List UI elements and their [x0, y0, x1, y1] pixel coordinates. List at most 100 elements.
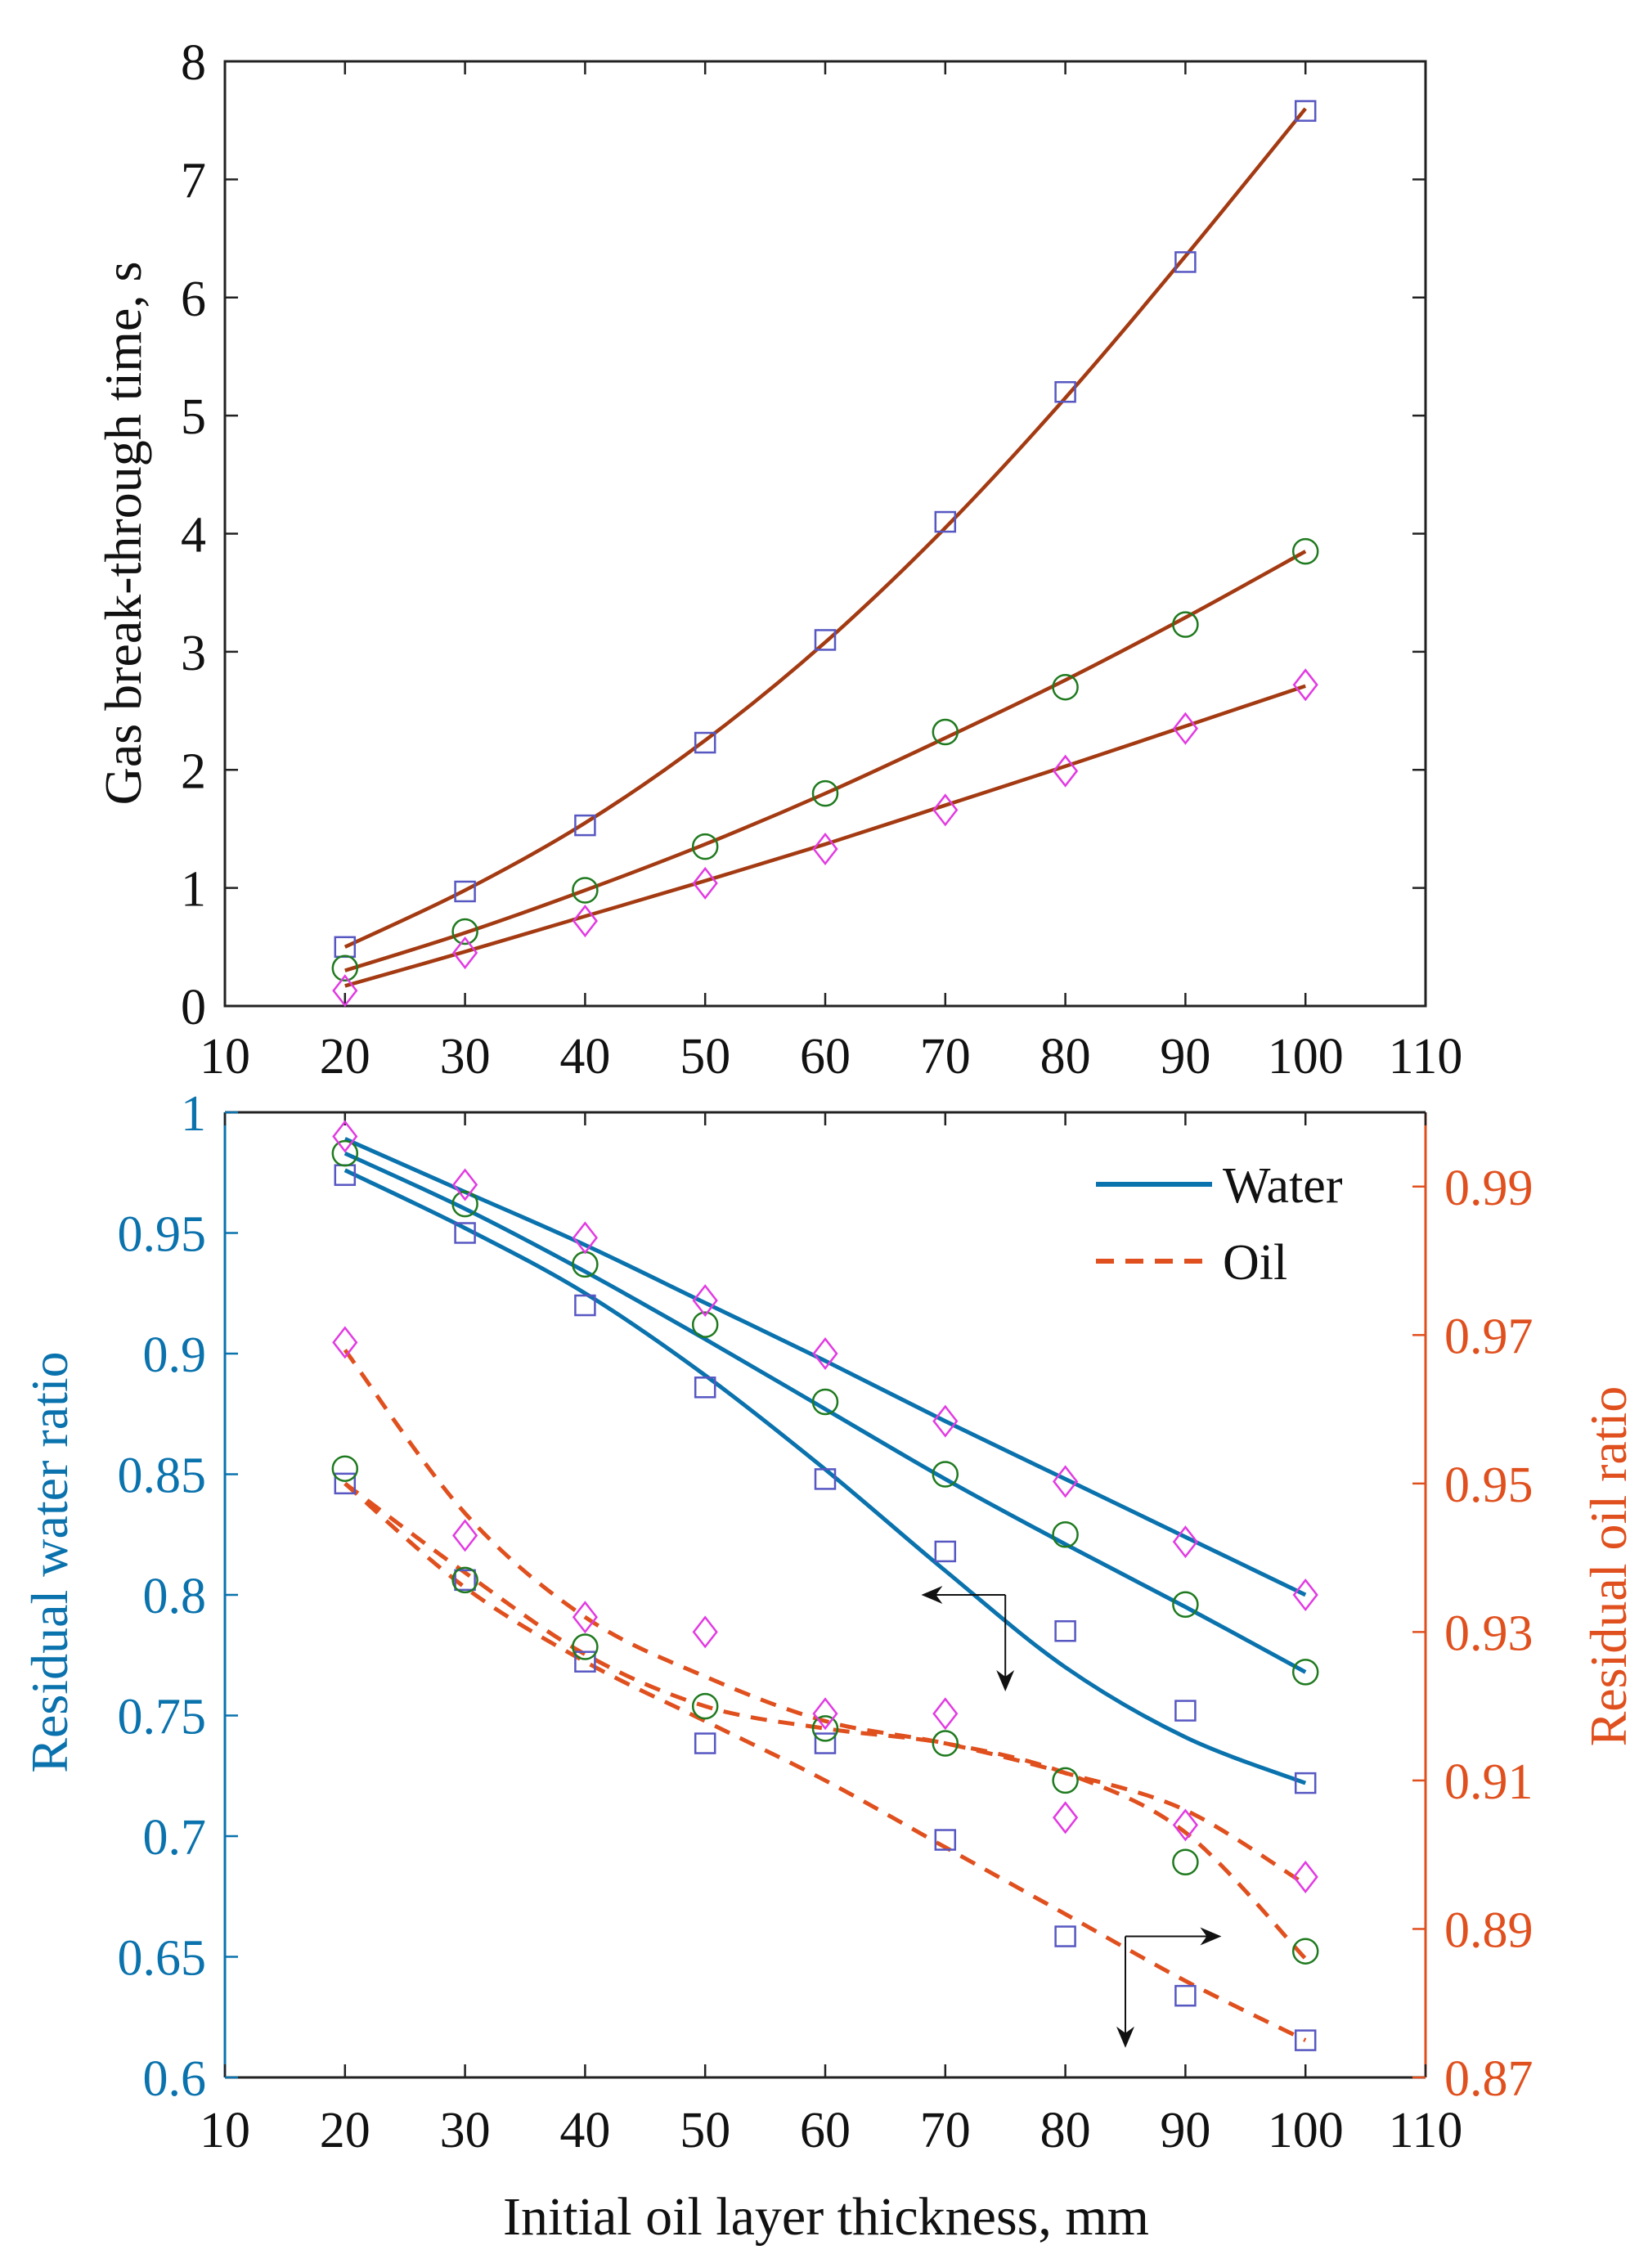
water-point-square — [1174, 1700, 1197, 1722]
water-fit-line-diamond — [344, 1137, 1307, 1597]
oil-point-circle — [932, 1730, 959, 1757]
top-point-square — [1294, 100, 1317, 122]
water-fit-line-circle — [344, 1151, 1307, 1674]
oil-point-square — [574, 1650, 596, 1673]
top-x-tick-label: 70 — [920, 1029, 971, 1085]
bottom-x-tick-label: 60 — [800, 2103, 851, 2158]
bottom-panel: 10 20 30 40 50 60 70 80 90 100 110 0.6 0.65 0.7 0.75 0.… — [20, 1086, 1637, 2247]
top-point-square — [814, 629, 837, 651]
top-y-tick-label: 7 — [181, 153, 206, 209]
water-point-diamond — [692, 1284, 718, 1318]
top-point-circle — [1291, 537, 1319, 565]
water-point-square — [814, 1468, 837, 1490]
oil-point-square — [454, 1569, 476, 1592]
oil-fit-line-circle — [344, 1481, 1308, 1960]
left-y-tick-label: 0.75 — [118, 1690, 207, 1745]
top-fit-lines — [344, 107, 1307, 988]
top-point-circle — [691, 833, 719, 860]
water-point-circle — [331, 1139, 359, 1167]
top-x-tick-label: 110 — [1389, 1029, 1463, 1085]
water-point-square — [1054, 1620, 1076, 1642]
top-y-tick-label: 8 — [181, 35, 206, 91]
oil-point-square — [1054, 1925, 1076, 1947]
bottom-x-tick-label: 100 — [1268, 2103, 1344, 2158]
oil-fit-line-square — [344, 1481, 1307, 2042]
top-panel: 10 20 30 40 50 60 70 80 90 100 110 0 1 2 3 4 5 6 7 8 Gas br… — [94, 35, 1462, 1085]
oil-point-square — [334, 1472, 357, 1495]
bottom-x-tick-label: 70 — [920, 2103, 971, 2158]
water-arrow-head-down — [996, 1670, 1015, 1691]
top-point-circle — [331, 954, 359, 982]
top-point-diamond — [812, 832, 838, 866]
oil-point-diamond — [692, 1615, 718, 1649]
oil-point-circle — [691, 1692, 719, 1720]
left-y-tick-label: 0.85 — [118, 1448, 207, 1504]
oil-fit-line-diamond — [343, 1348, 1307, 1887]
oil-point-diamond — [332, 1326, 358, 1359]
left-y-tick-label: 0.6 — [143, 2051, 207, 2107]
bottom-ticks: 10 20 30 40 50 60 70 80 90 100 110 0.6 0.65 0.7 0.75 0.… — [118, 1086, 1533, 2158]
right-y-tick-label: 0.95 — [1444, 1457, 1533, 1513]
water-point-circle — [1172, 1591, 1199, 1619]
left-y-tick-label: 0.7 — [143, 1810, 207, 1866]
oil-point-square — [814, 1732, 837, 1754]
top-point-square — [1054, 381, 1076, 403]
water-point-diamond — [572, 1221, 598, 1255]
oil-point-square — [1294, 2029, 1317, 2051]
top-point-square — [1174, 251, 1197, 273]
left-y-tick-label: 0.9 — [143, 1327, 207, 1383]
bottom-x-tick-label: 40 — [559, 2103, 610, 2158]
water-point-square — [1294, 1772, 1317, 1794]
oil-point-square — [694, 1732, 716, 1754]
bottom-x-tick-label: 90 — [1160, 2103, 1210, 2158]
top-x-tick-label: 100 — [1268, 1029, 1344, 1085]
top-point-circle — [811, 779, 839, 807]
top-point-circle — [451, 918, 478, 945]
top-x-tick-label: 60 — [800, 1029, 851, 1085]
left-y-tick-label: 0.8 — [143, 1569, 207, 1624]
top-fit-line-circle — [344, 550, 1307, 972]
oil-point-circle — [1291, 1938, 1319, 1965]
top-x-tick-label: 30 — [440, 1029, 491, 1085]
water-point-circle — [811, 1388, 839, 1416]
oil-point-circle — [451, 1566, 478, 1594]
top-point-circle — [1052, 673, 1079, 701]
bottom-x-tick-label: 20 — [320, 2103, 370, 2158]
top-y-tick-label: 2 — [181, 743, 206, 799]
oil-point-square — [934, 1829, 957, 1851]
bottom-x-tick-label: 80 — [1040, 2103, 1091, 2158]
water-point-diamond — [1292, 1578, 1318, 1612]
water-point-diamond — [812, 1336, 838, 1371]
top-point-diamond — [452, 936, 478, 970]
top-fit-line-diamond — [344, 684, 1306, 988]
top-point-diamond — [332, 974, 358, 1008]
top-y-tick-label: 0 — [181, 980, 206, 1035]
legend: Water Oil — [1096, 1158, 1343, 1291]
top-y-tick-label: 1 — [181, 862, 206, 918]
oil-point-diamond — [1172, 1808, 1198, 1842]
left-y-tick-label: 0.95 — [118, 1207, 207, 1263]
oil-arrow-head-right — [1200, 1927, 1222, 1946]
water-point-square — [934, 1540, 957, 1563]
water-point-square — [574, 1294, 596, 1317]
legend-water-label: Water — [1223, 1158, 1343, 1214]
top-point-diamond — [1292, 668, 1318, 702]
bottom-x-tick-label: 50 — [680, 2103, 730, 2158]
water-point-diamond — [1172, 1525, 1198, 1559]
right-y-tick-label: 0.87 — [1444, 2051, 1533, 2107]
top-x-tick-label: 90 — [1160, 1029, 1210, 1085]
top-point-square — [454, 880, 476, 903]
top-y-tick-label: 4 — [181, 508, 206, 564]
oil-arrow-head-down — [1116, 2026, 1134, 2048]
oil-point-diamond — [812, 1697, 838, 1731]
water-point-circle — [932, 1461, 959, 1488]
right-y-tick-label: 0.93 — [1444, 1606, 1533, 1661]
water-point-circle — [691, 1311, 719, 1338]
top-y-tick-label: 6 — [181, 272, 206, 327]
top-ticks: 10 20 30 40 50 60 70 80 90 100 110 0 1 2 3 4 5 6 7 8 — [181, 35, 1462, 1085]
water-point-diamond — [452, 1168, 478, 1201]
top-y-tick-label: 5 — [181, 389, 206, 445]
right-y-tick-label: 0.97 — [1444, 1309, 1533, 1364]
bottom-fit-lines — [343, 1137, 1308, 2042]
